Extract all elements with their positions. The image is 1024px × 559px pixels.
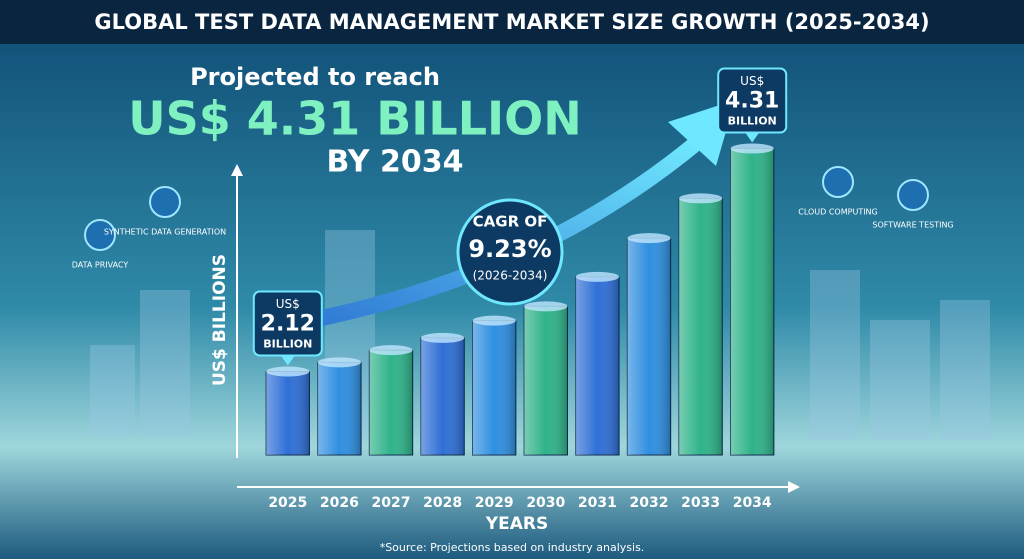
x-tick-label: 2028 [423,495,462,511]
bar-cap [575,271,620,282]
icon-label: SOFTWARE TESTING [872,221,953,230]
title-bar [0,0,1024,44]
headline-intro: Projected to reach [190,63,440,91]
source-note: *Source: Projections based on industry a… [380,541,645,554]
bar-cap [678,193,723,204]
bar-cap [472,315,516,326]
callout-value: 2.12 [261,312,315,337]
x-tick-label: 2030 [526,495,565,511]
x-tick-label: 2029 [475,495,514,511]
callout-pointer [280,355,295,366]
chart-title: GLOBAL TEST DATA MANAGEMENT MARKET SIZE … [94,10,929,34]
icon [822,166,854,198]
icon [149,186,181,218]
x-tick-label: 2032 [630,495,669,511]
x-tick-label: 2025 [268,495,307,511]
bar-sheen [369,350,413,455]
callout-value: 4.31 [725,89,779,114]
bar-cap [730,143,774,154]
icon-label: DATA PRIVACY [72,261,129,270]
bar-sheen [730,148,774,455]
skyline [90,230,990,440]
headline: US$ 4.31 BILLION [128,92,582,146]
bar-sheen [266,371,310,455]
icon [897,179,929,211]
bar-sheen [678,198,723,455]
headline-year: BY 2034 [327,145,464,180]
bar-cap [627,233,671,244]
bar-sheen [317,362,362,455]
x-tick-label: 2031 [578,495,617,511]
bar-cap [266,366,310,377]
callout-suffix: BILLION [728,115,777,128]
callout-prefix: US$ [740,74,764,88]
x-tick-label: 2033 [681,495,720,511]
callout-prefix: US$ [276,297,300,311]
bar-sheen [524,306,568,455]
x-tick-label: 2034 [733,495,772,511]
icon-label: SYNTHETIC DATA GENERATION [104,228,226,237]
callout-suffix: BILLION [263,338,312,351]
bar-sheen [575,276,620,455]
cagr-value: 9.23% [468,235,551,263]
icon [84,219,116,251]
bar-cap [420,332,465,343]
x-tick-label: 2027 [372,495,411,511]
cagr-period: (2026-2034) [473,269,548,283]
x-axis-label: YEARS [485,514,548,534]
bar-cap [317,357,362,368]
bar-sheen [472,320,516,455]
y-axis-label: US$ BILLIONS [210,254,230,386]
icon-label: CLOUD COMPUTING [798,208,878,217]
cagr-circle [456,198,564,306]
x-axis-arrow [788,481,800,493]
bar-sheen [420,337,465,455]
x-tick-label: 2026 [320,495,359,511]
cagr-badge: CAGR OF 9.23% (2026-2034) [456,198,564,306]
bar-cap [524,301,568,312]
bar-cap [369,345,413,356]
bar-sheen [627,238,671,455]
y-axis-arrow [231,164,243,176]
cagr-title: CAGR OF [473,213,548,231]
callout-pointer [745,132,760,143]
